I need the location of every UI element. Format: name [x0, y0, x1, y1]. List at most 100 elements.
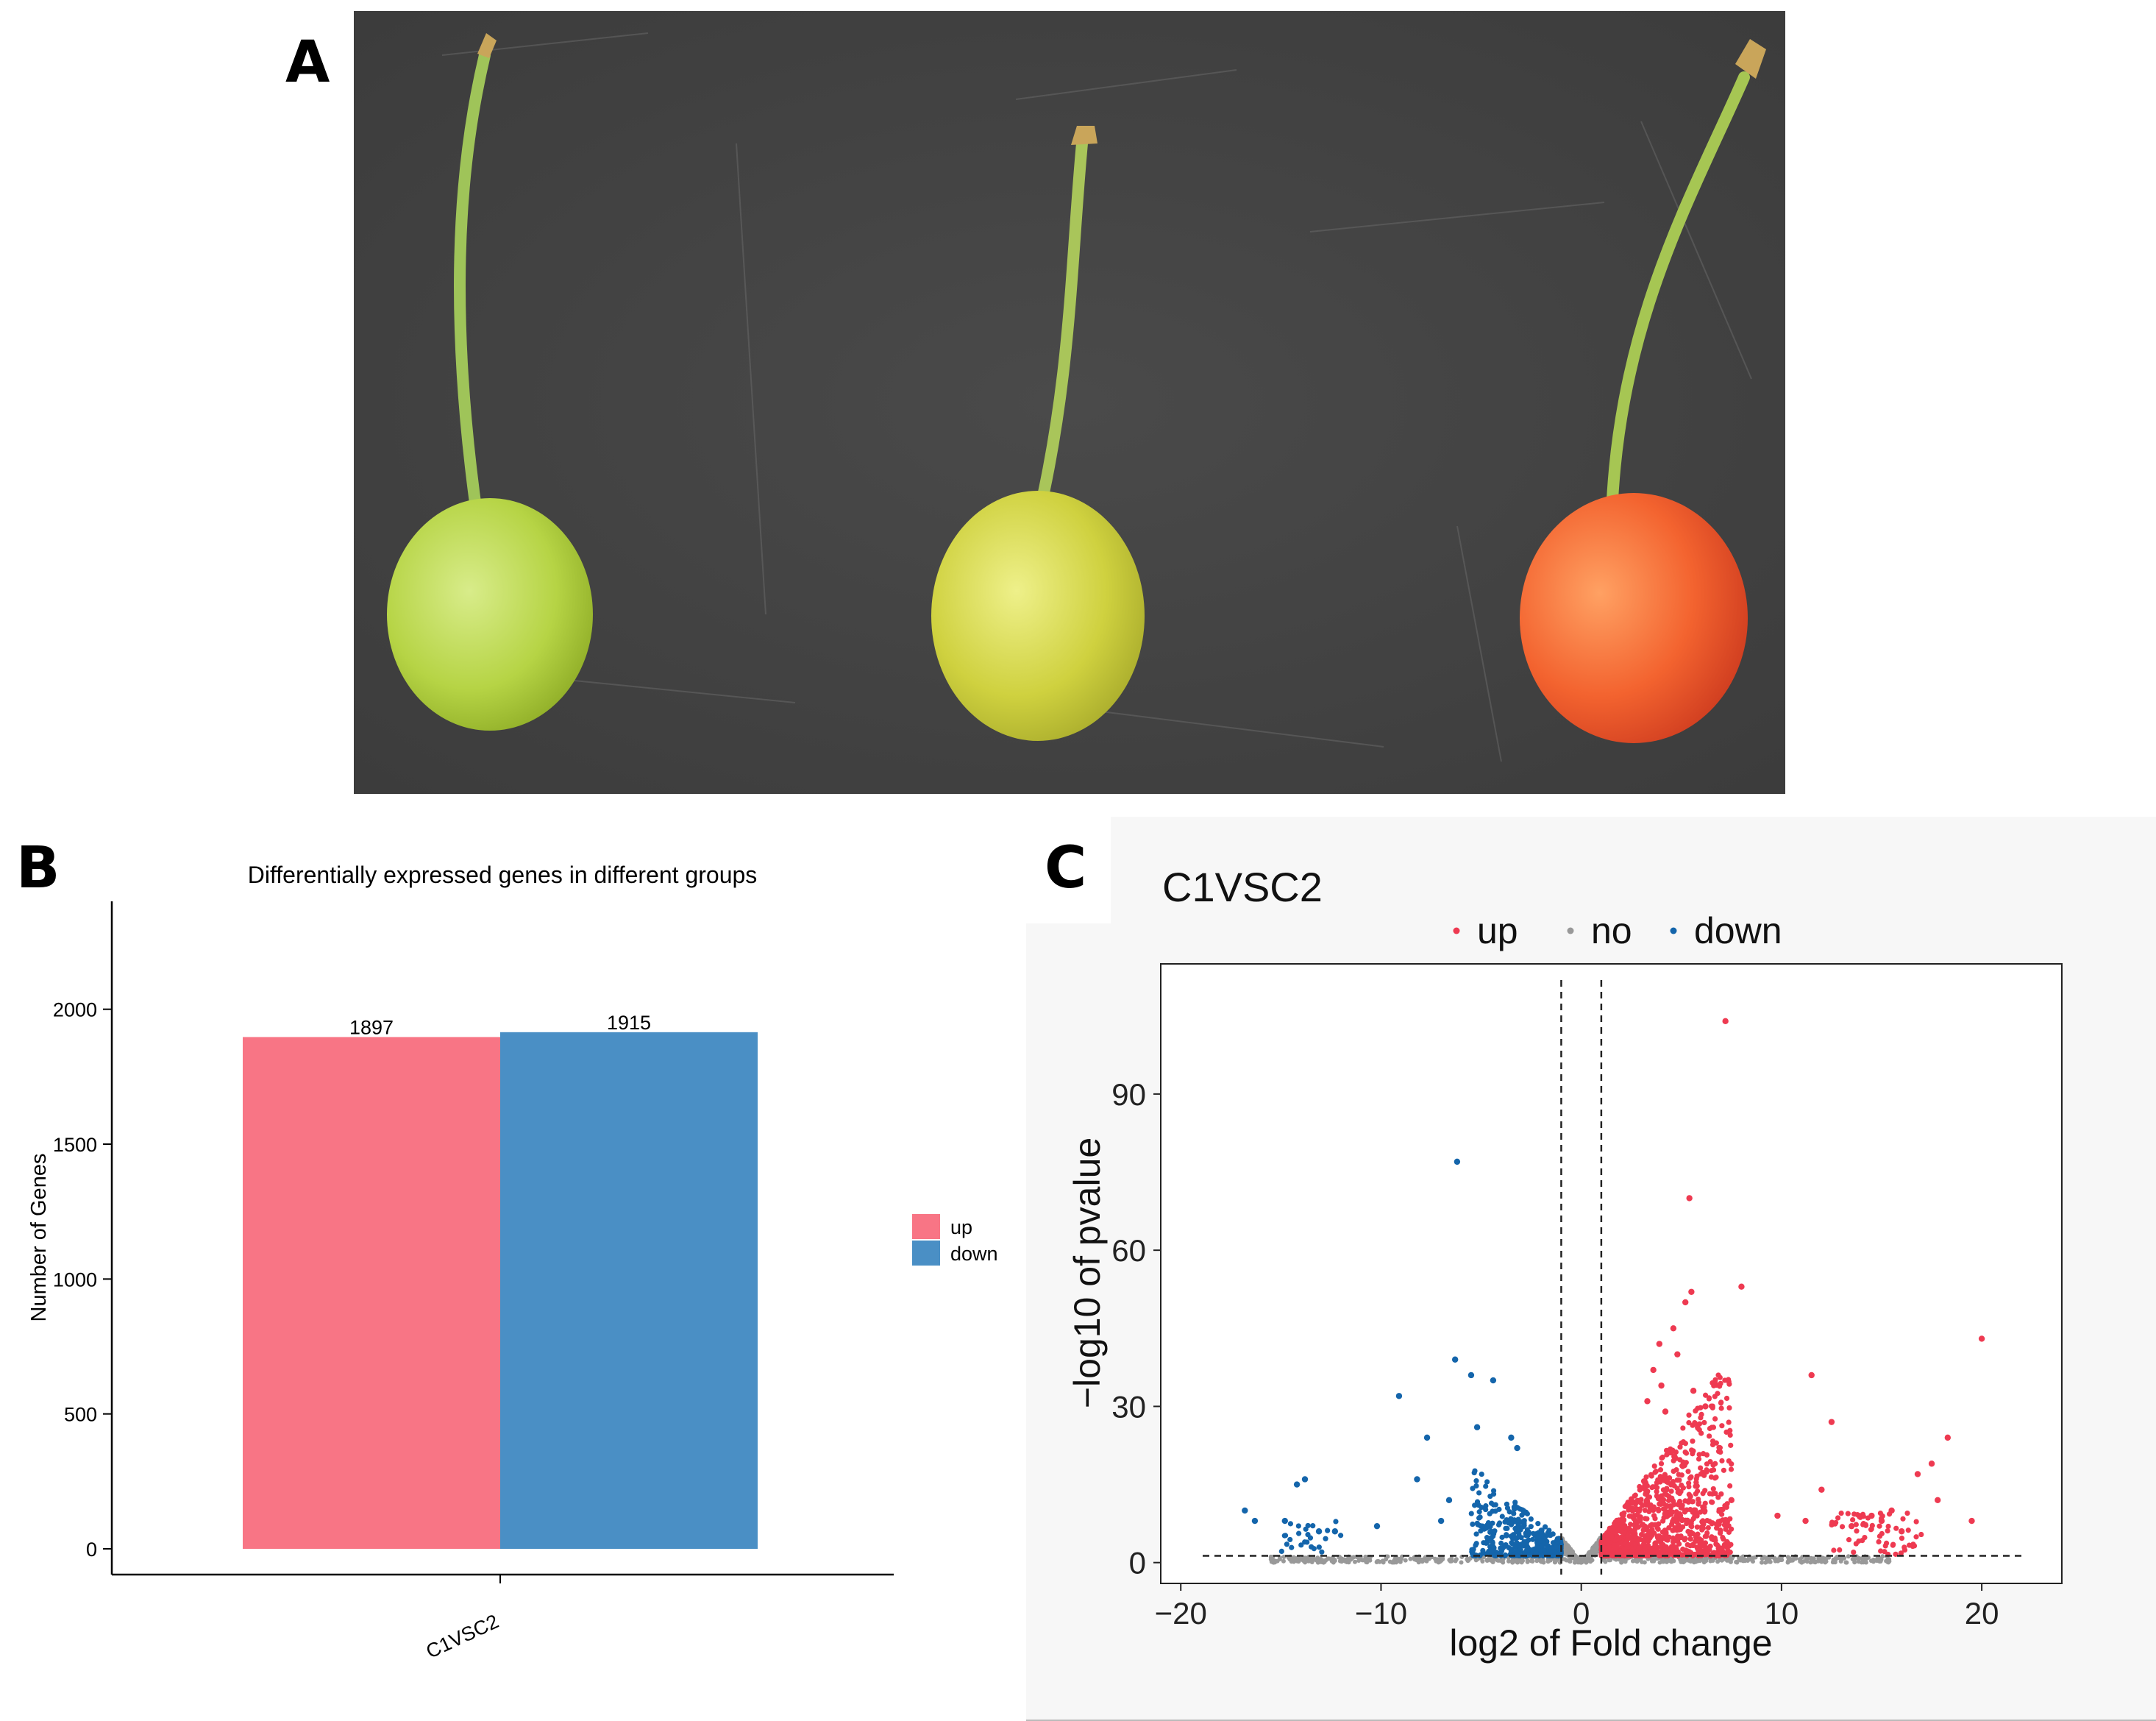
point-no: [1281, 1555, 1287, 1560]
point-no: [1466, 1558, 1471, 1563]
point-up: [1615, 1549, 1621, 1555]
point-no: [1459, 1560, 1464, 1565]
point-up: [1679, 1524, 1686, 1530]
point-down: [1492, 1528, 1498, 1534]
point-up: [1609, 1525, 1615, 1530]
point-no: [1816, 1555, 1821, 1561]
point-up: [1928, 1461, 1935, 1467]
point-down: [1499, 1514, 1505, 1519]
point-up: [1710, 1486, 1716, 1492]
point-no: [1785, 1555, 1790, 1560]
point-up: [1666, 1525, 1672, 1531]
point-up: [1646, 1508, 1652, 1515]
point-no: [1875, 1556, 1880, 1561]
point-no: [1671, 1558, 1676, 1564]
point-up: [1704, 1461, 1710, 1467]
point-no: [1480, 1558, 1485, 1564]
point-no: [1777, 1558, 1782, 1563]
point-up: [1913, 1534, 1919, 1540]
point-up: [1638, 1497, 1644, 1502]
point-no: [1361, 1558, 1366, 1563]
point-up: [1606, 1544, 1612, 1550]
point-down: [1284, 1541, 1289, 1547]
point-no: [1511, 1559, 1516, 1564]
point-up: [1671, 1483, 1677, 1489]
point-up: [1702, 1392, 1709, 1398]
point-up: [1662, 1491, 1668, 1497]
point-down: [1289, 1544, 1295, 1550]
point-up: [1726, 1419, 1732, 1425]
point-up: [1707, 1519, 1712, 1525]
point-down: [1473, 1424, 1481, 1430]
point-down: [1373, 1522, 1381, 1530]
point-up: [1935, 1497, 1941, 1503]
point-down: [1468, 1511, 1474, 1516]
point-up: [1698, 1405, 1704, 1410]
point-up: [1711, 1383, 1717, 1388]
point-down: [1414, 1476, 1420, 1483]
point-up: [1614, 1542, 1620, 1548]
point-up: [1660, 1497, 1667, 1502]
point-down: [1528, 1516, 1534, 1522]
point-down: [1495, 1522, 1502, 1527]
point-up: [1675, 1502, 1681, 1508]
point-up: [1712, 1491, 1718, 1497]
point-up: [1615, 1517, 1622, 1523]
point-up: [1885, 1523, 1891, 1530]
point-up: [1719, 1511, 1725, 1517]
point-no: [1484, 1558, 1490, 1564]
point-down: [1302, 1539, 1308, 1545]
point-down: [1470, 1521, 1476, 1527]
point-down: [1474, 1520, 1480, 1526]
point-up: [1710, 1550, 1716, 1556]
point-up: [1684, 1541, 1690, 1548]
point-no: [1843, 1560, 1849, 1565]
point-no: [1397, 1558, 1402, 1563]
point-down: [1518, 1547, 1523, 1553]
point-down: [1487, 1511, 1493, 1516]
point-up: [1901, 1544, 1907, 1550]
point-up: [1723, 1395, 1730, 1402]
point-up: [1906, 1542, 1913, 1548]
point-up: [1848, 1522, 1855, 1530]
point-up: [1640, 1485, 1646, 1491]
point-up: [1671, 1498, 1676, 1505]
point-no: [1353, 1559, 1358, 1564]
point-up: [1652, 1516, 1658, 1522]
point-up: [1686, 1480, 1692, 1486]
point-up: [1694, 1524, 1700, 1530]
point-up: [1712, 1535, 1718, 1541]
point-no: [1366, 1555, 1371, 1561]
point-down: [1316, 1544, 1322, 1550]
point-up: [1718, 1528, 1723, 1534]
point-down: [1298, 1542, 1304, 1548]
point-up: [1679, 1440, 1684, 1446]
point-down: [1483, 1483, 1489, 1489]
point-up: [1662, 1408, 1669, 1415]
point-down: [1454, 1158, 1461, 1165]
point-down: [1508, 1516, 1514, 1522]
x-ticks: C1VSC2: [423, 1575, 502, 1663]
point-down: [1520, 1524, 1526, 1530]
point-up: [1851, 1511, 1857, 1517]
point-up: [1663, 1544, 1669, 1550]
point-up: [1899, 1528, 1905, 1535]
point-no: [1804, 1556, 1809, 1561]
point-up: [1690, 1388, 1697, 1394]
point-no: [1692, 1560, 1697, 1565]
point-up: [1698, 1465, 1704, 1471]
point-up: [1714, 1525, 1720, 1531]
point-down: [1504, 1525, 1510, 1531]
point-down: [1472, 1468, 1478, 1474]
point-no: [1809, 1555, 1814, 1561]
legend-swatch-up: [912, 1214, 940, 1239]
point-down: [1550, 1531, 1556, 1537]
point-no: [1356, 1558, 1362, 1563]
point-down: [1543, 1524, 1548, 1530]
point-up: [1673, 1519, 1680, 1525]
point-up: [1659, 1454, 1665, 1461]
point-no: [1811, 1559, 1816, 1564]
cherry-photo: [354, 11, 1785, 794]
point-down: [1476, 1509, 1482, 1515]
point-up: [1648, 1549, 1654, 1555]
